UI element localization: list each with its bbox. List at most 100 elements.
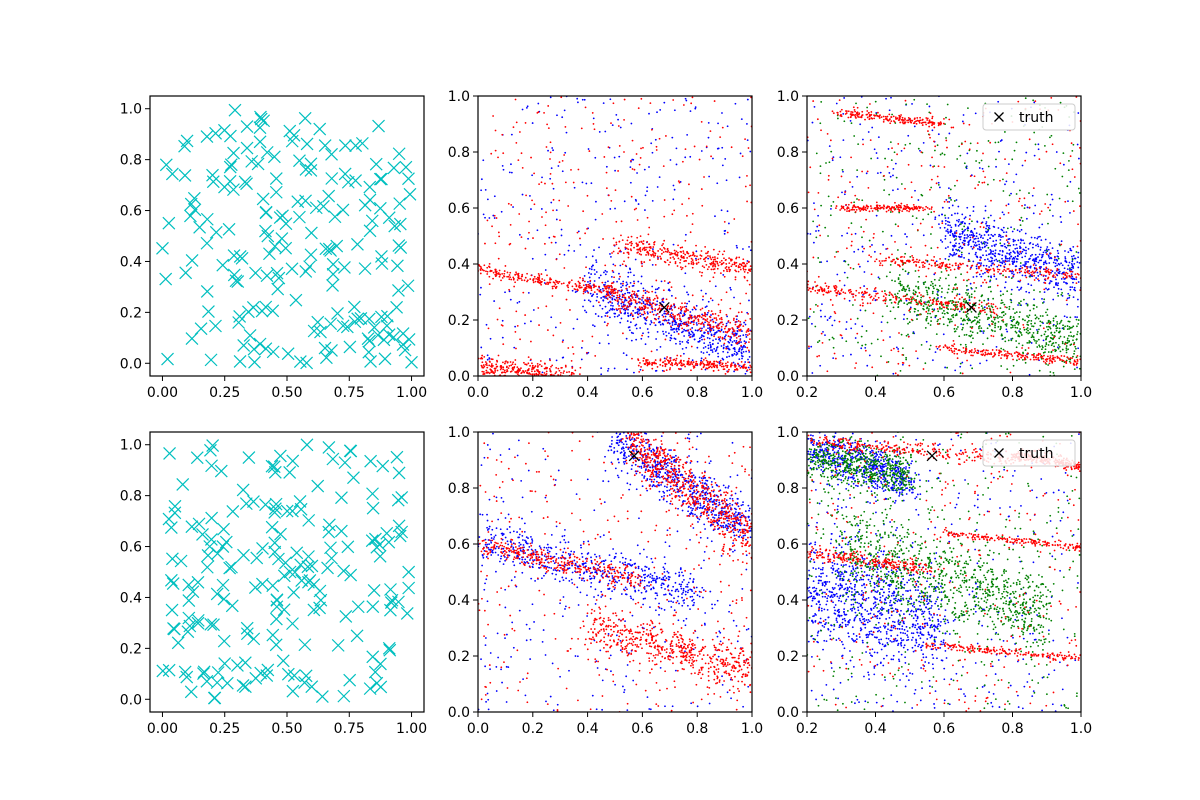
- scatter-point: [1073, 278, 1076, 281]
- scatter-point: [259, 342, 273, 356]
- scatter-point: [1012, 243, 1015, 246]
- scatter-point: [501, 276, 504, 279]
- scatter-point: [593, 285, 596, 288]
- scatter-point: [668, 307, 671, 310]
- scatter-point: [961, 120, 964, 123]
- scatter-point: [711, 318, 714, 321]
- scatter-point: [627, 251, 630, 254]
- scatter-point: [745, 331, 748, 333]
- scatter-point: [697, 318, 700, 321]
- scatter-point: [561, 170, 564, 173]
- scatter-point: [531, 199, 533, 202]
- scatter-point: [826, 260, 828, 263]
- scatter-point: [1073, 342, 1076, 344]
- scatter-point: [743, 270, 746, 273]
- scatter-point: [687, 362, 690, 365]
- scatter-point: [519, 131, 521, 133]
- scatter-point: [947, 246, 949, 248]
- scatter-point: [1012, 240, 1015, 243]
- scatter-point: [926, 259, 929, 262]
- scatter-point: [584, 309, 586, 312]
- scatter-point: [732, 347, 735, 350]
- scatter-point: [1047, 344, 1050, 346]
- scatter-point: [637, 251, 639, 254]
- scatter-point: [351, 312, 365, 326]
- scatter-point: [1072, 339, 1074, 342]
- scatter-point: [611, 302, 614, 304]
- scatter-point: [502, 366, 505, 369]
- scatter-point: [646, 186, 649, 189]
- scatter-point: [648, 259, 651, 261]
- scatter-point: [930, 247, 933, 250]
- scatter-point: [947, 304, 949, 307]
- scatter-point: [685, 346, 688, 349]
- scatter-point: [586, 290, 589, 292]
- scatter-point: [1018, 302, 1021, 305]
- scatter-point: [984, 258, 986, 261]
- scatter-point: [1052, 324, 1055, 327]
- scatter-point: [646, 251, 648, 254]
- scatter-point: [503, 369, 506, 372]
- scatter-point: [609, 316, 611, 319]
- scatter-point: [992, 262, 994, 265]
- scatter-point: [975, 235, 978, 238]
- scatter-point: [622, 282, 624, 285]
- scatter-point: [1032, 336, 1035, 339]
- scatter-point: [1049, 371, 1052, 373]
- scatter-point: [546, 274, 548, 277]
- scatter-point: [1008, 276, 1010, 278]
- scatter-point: [577, 101, 579, 104]
- scatter-point: [630, 339, 633, 342]
- scatter-point: [644, 322, 647, 325]
- scatter-point: [1049, 320, 1052, 323]
- scatter-point: [565, 371, 568, 374]
- scatter-point: [1009, 315, 1012, 318]
- scatter-point: [927, 213, 930, 216]
- scatter-point: [959, 154, 962, 157]
- scatter-point: [973, 290, 976, 293]
- scatter-point: [707, 347, 710, 350]
- scatter-point: [815, 230, 817, 232]
- scatter-point: [982, 343, 984, 346]
- scatter-point: [907, 273, 909, 275]
- scatter-point: [906, 285, 909, 288]
- scatter-point: [828, 161, 831, 164]
- scatter-point: [1067, 200, 1069, 203]
- scatter-point: [702, 258, 705, 261]
- scatter-point: [689, 231, 692, 234]
- scatter-point: [946, 228, 949, 231]
- scatter-point: [861, 344, 864, 347]
- scatter-point: [666, 259, 669, 262]
- scatter-point: [880, 355, 882, 358]
- scatter-point: [955, 248, 958, 251]
- scatter-point: [676, 318, 679, 320]
- scatter-point: [717, 253, 720, 256]
- scatter-point: [683, 328, 685, 331]
- scatter-point: [646, 359, 649, 361]
- scatter-point: [888, 294, 891, 297]
- scatter-point: [651, 200, 654, 202]
- scatter-point: [1075, 282, 1078, 285]
- scatter-point: [673, 258, 676, 260]
- scatter-point: [571, 346, 574, 349]
- scatter-point: [1056, 255, 1059, 258]
- scatter-point: [1023, 298, 1025, 301]
- scatter-point: [1038, 226, 1041, 229]
- scatter-point: [887, 148, 890, 150]
- scatter-point: [985, 250, 987, 252]
- scatter-point: [926, 301, 929, 304]
- scatter-point: [702, 358, 705, 361]
- scatter-point: [824, 226, 827, 229]
- scatter-point: [947, 318, 950, 321]
- scatter-point: [693, 254, 696, 257]
- scatter-point: [712, 276, 715, 279]
- scatter-point: [996, 315, 999, 317]
- scatter-point: [502, 152, 505, 155]
- scatter-point: [895, 176, 898, 179]
- scatter-point: [999, 290, 1002, 293]
- scatter-point: [524, 247, 527, 250]
- scatter-point: [956, 357, 959, 360]
- y-tick-label: 0.6: [448, 201, 470, 217]
- scatter-point: [1069, 288, 1072, 291]
- scatter-point: [518, 233, 521, 236]
